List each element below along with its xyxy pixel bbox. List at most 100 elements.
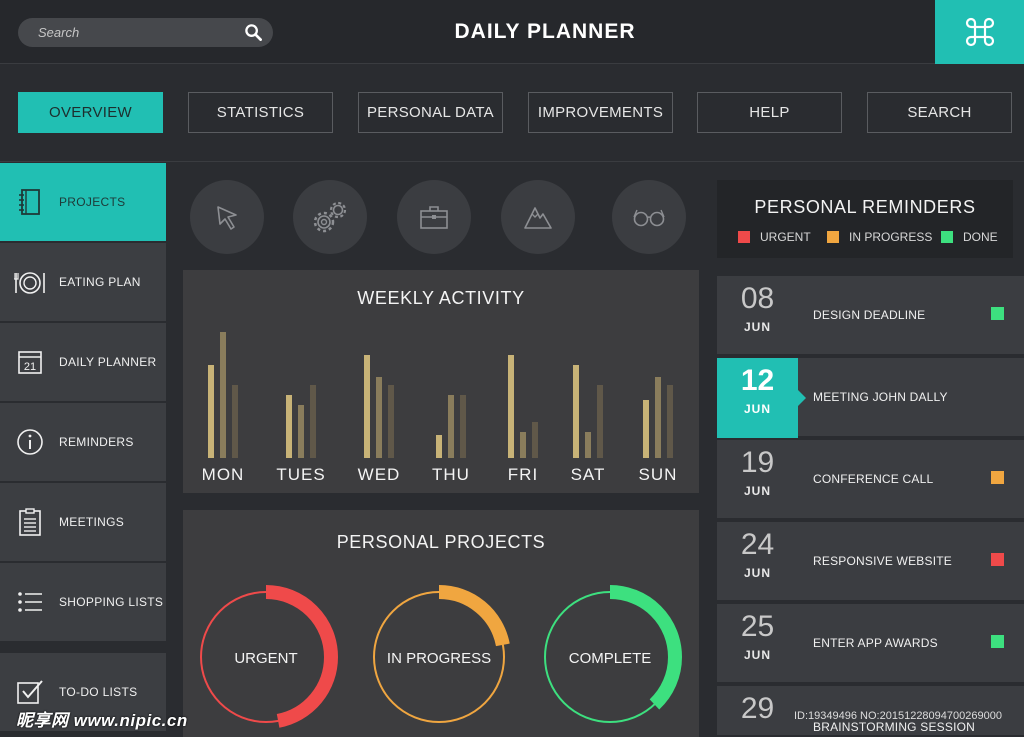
reminder-date: 19 JUN	[717, 440, 798, 520]
sidebar-item-label: SHOPPING LISTS	[59, 595, 164, 609]
sidebar-item-meetings[interactable]: MEETINGS	[0, 483, 166, 563]
reminder-label: DESIGN DEADLINE	[813, 308, 926, 322]
tab-statistics[interactable]: STATISTICS	[188, 92, 333, 133]
project-label: COMPLETE	[569, 650, 652, 667]
mountain-button[interactable]	[501, 180, 575, 254]
activity-bar	[376, 377, 382, 458]
activity-bar	[220, 332, 226, 458]
reminder-month: JUN	[743, 484, 771, 498]
reminder-day: 12	[740, 364, 775, 397]
search-box[interactable]: Search	[18, 18, 273, 47]
reminder-item[interactable]: 29 BRAINSTORMING SESSION	[717, 686, 1024, 737]
activity-bar	[597, 385, 603, 458]
reminder-item[interactable]: 19 JUN CONFERENCE CALL	[717, 440, 1024, 520]
sidebar-item-to-do-lists[interactable]: TO-DO LISTS	[0, 653, 166, 733]
cursor-icon	[217, 206, 237, 230]
search-input[interactable]: Search	[38, 25, 80, 40]
sidebar-item-projects[interactable]: PROJECTS	[0, 163, 166, 243]
weekly-activity-panel: WEEKLY ACTIVITY MON TUES WED THU FRI SAT SUN	[183, 270, 699, 493]
mountain-icon	[524, 207, 552, 229]
search-icon[interactable]	[244, 23, 263, 42]
tab-improvements[interactable]: IMPROVEMENTS	[528, 92, 673, 133]
reminder-item-active[interactable]: 12 JUN MEETING JOHN DALLY	[717, 358, 1024, 438]
reminder-month: JUN	[743, 648, 771, 662]
reminder-month: JUN	[743, 566, 771, 580]
activity-bar	[208, 365, 214, 458]
activity-bar	[532, 422, 538, 458]
activity-bar	[310, 385, 316, 458]
project-label: IN PROGRESS	[387, 650, 491, 667]
legend-urgent: URGENT	[738, 230, 811, 244]
sidebar-item-label: TO-DO LISTS	[59, 685, 138, 699]
sidebar-item-reminders[interactable]: REMINDERS	[0, 403, 166, 483]
tab-overview[interactable]: OVERVIEW	[18, 92, 163, 133]
activity-bar	[508, 355, 514, 458]
cursor-button[interactable]	[190, 180, 264, 254]
activity-bar	[643, 400, 649, 458]
sidebar: PROJECTS EATING PLAN 21 DAILY PLANNER	[0, 163, 166, 737]
sidebar-item-label: REMINDERS	[59, 435, 134, 449]
activity-bar	[655, 377, 661, 458]
reminder-date: 25 JUN	[717, 604, 798, 684]
reminder-item[interactable]: 25 JUN ENTER APP AWARDS	[717, 604, 1024, 684]
status-done-indicator	[991, 307, 1004, 320]
sidebar-item-eating-plan[interactable]: EATING PLAN	[0, 243, 166, 323]
reminder-item[interactable]: 24 JUN RESPONSIVE WEBSITE	[717, 522, 1024, 602]
nav-tabs: OVERVIEW STATISTICS PERSONAL DATA IMPROV…	[0, 64, 1024, 162]
reminder-day: 08	[740, 282, 775, 315]
info-icon	[16, 429, 43, 455]
clipboard-icon	[18, 508, 41, 536]
activity-bar	[298, 405, 304, 458]
activity-bar	[286, 395, 292, 458]
reminder-day: 29	[740, 692, 775, 725]
reminder-day: 24	[740, 528, 775, 561]
activity-bar	[364, 355, 370, 458]
activity-bar	[667, 385, 673, 458]
gears-icon	[313, 201, 347, 233]
briefcase-button[interactable]	[397, 180, 471, 254]
reminder-label: CONFERENCE CALL	[813, 472, 934, 486]
status-done-indicator	[991, 635, 1004, 648]
command-button[interactable]	[935, 0, 1024, 64]
command-key-icon	[965, 17, 994, 47]
project-progress-arc	[194, 585, 338, 729]
project-rings: URGENT IN PROGRESS COMPLETE	[194, 585, 682, 729]
sidebar-item-shopping-lists[interactable]: SHOPPING LISTS	[0, 563, 166, 643]
sidebar-item-label: MEETINGS	[59, 515, 125, 529]
weekly-activity-chart: MON TUES WED THU FRI SAT SUN	[202, 332, 676, 484]
activity-bar	[520, 432, 526, 458]
tab-personal-data[interactable]: PERSONAL DATA	[358, 92, 503, 133]
reminder-date: 24 JUN	[717, 522, 798, 602]
glasses-icon	[633, 209, 665, 227]
reminder-label: ENTER APP AWARDS	[813, 636, 938, 650]
reminder-label: MEETING JOHN DALLY	[813, 390, 948, 404]
plate-icon	[13, 272, 45, 294]
reminders-header: PERSONAL REMINDERS URGENT IN PROGRESS DO…	[717, 180, 1013, 258]
sidebar-item-label: EATING PLAN	[59, 275, 141, 289]
done-swatch	[941, 231, 953, 243]
checkbox-icon	[16, 680, 43, 704]
settings-button[interactable]	[293, 180, 367, 254]
activity-bar	[585, 432, 591, 458]
day-label: THU	[432, 465, 470, 484]
tab-help[interactable]: HELP	[697, 92, 842, 133]
activity-bar	[436, 435, 442, 458]
reminder-label: BRAINSTORMING SESSION	[813, 720, 976, 734]
glasses-button[interactable]	[612, 180, 686, 254]
project-label: URGENT	[234, 650, 297, 667]
sidebar-item-label: DAILY PLANNER	[59, 355, 157, 369]
activity-bar	[573, 365, 579, 458]
tab-search[interactable]: SEARCH	[867, 92, 1012, 133]
reminder-month: JUN	[743, 320, 771, 334]
reminder-label: RESPONSIVE WEBSITE	[813, 554, 952, 568]
reminder-month: JUN	[743, 402, 771, 416]
top-bar: Search DAILY PLANNER	[0, 0, 1024, 64]
activity-bar	[232, 385, 238, 458]
reminder-item[interactable]: 08 JUN DESIGN DEADLINE	[717, 276, 1024, 356]
legend-done: DONE	[941, 230, 998, 244]
sidebar-item-daily-planner[interactable]: 21 DAILY PLANNER	[0, 323, 166, 403]
in-progress-swatch	[827, 231, 839, 243]
app-title: DAILY PLANNER	[454, 20, 636, 43]
day-label: MON	[202, 465, 245, 484]
activity-bar	[460, 395, 466, 458]
